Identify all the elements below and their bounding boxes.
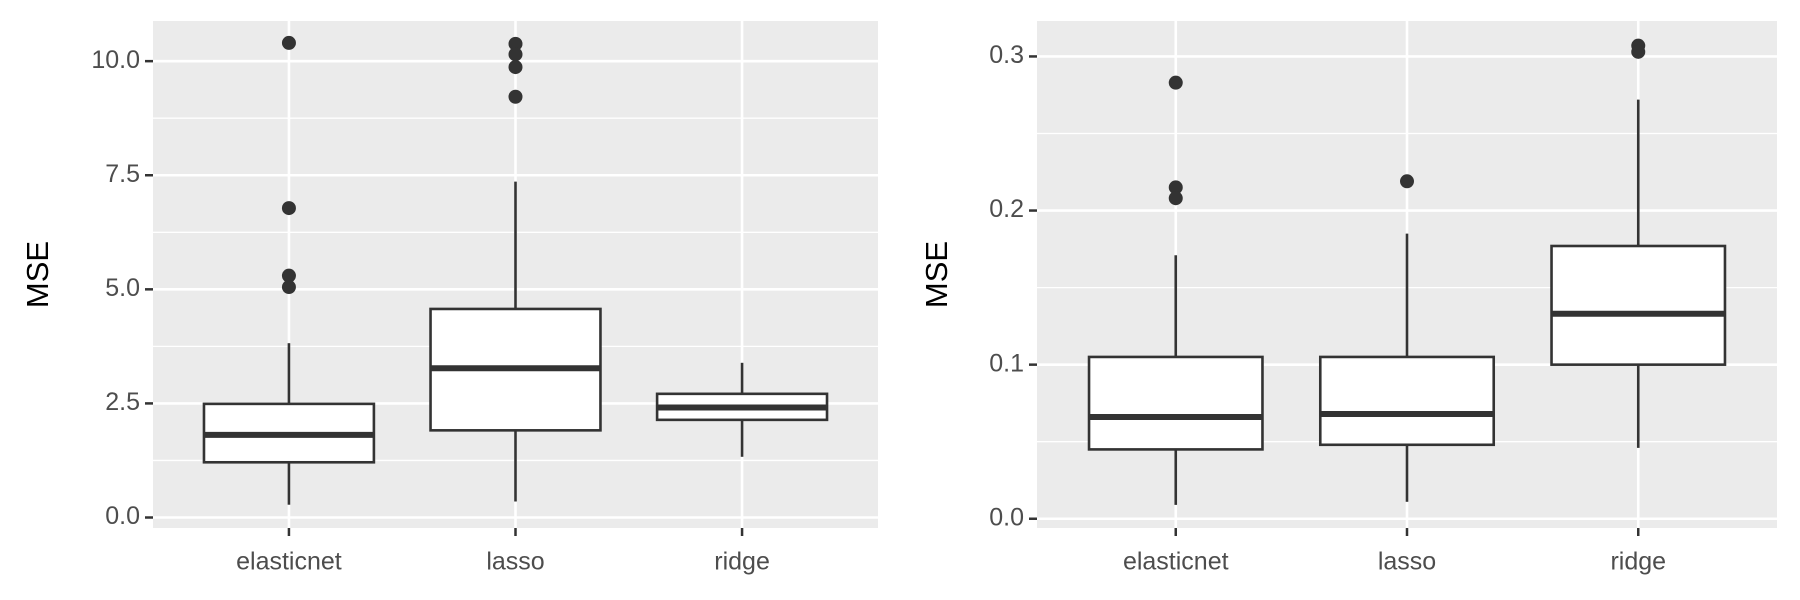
outlier — [281, 201, 296, 216]
outlier — [508, 89, 523, 104]
box — [1087, 355, 1264, 451]
outlier — [1168, 191, 1183, 206]
outlier — [1400, 174, 1414, 189]
outlier — [1168, 180, 1183, 195]
y-tick-label: 0.2 — [989, 195, 1024, 223]
outlier — [281, 35, 296, 50]
x-tick-label: lasso — [1378, 548, 1436, 576]
outlier — [508, 36, 523, 51]
y-tick-label: 0.0 — [989, 503, 1024, 531]
y-tick-label: 5.0 — [105, 274, 140, 302]
outlier — [1631, 44, 1646, 59]
outlier — [281, 280, 296, 295]
x-tick-label: ridge — [714, 548, 770, 576]
x-tick-label: elasticnet — [236, 548, 342, 576]
y-axis-label: MSE — [919, 241, 954, 308]
y-tick-label: 0.3 — [989, 41, 1024, 69]
y-tick-label: 2.5 — [105, 388, 140, 416]
x-tick-label: lasso — [486, 548, 544, 576]
y-tick-label: 0.0 — [105, 502, 140, 530]
y-tick-label: 7.5 — [105, 160, 140, 188]
y-axis-label: MSE — [20, 241, 55, 308]
outlier — [508, 47, 523, 62]
box — [1318, 355, 1496, 447]
outlier — [1168, 75, 1183, 90]
box — [1550, 244, 1727, 366]
x-tick-label: elasticnet — [1123, 548, 1229, 576]
outlier — [508, 60, 523, 75]
outlier — [281, 268, 296, 283]
x-tick-label: ridge — [1610, 548, 1666, 576]
y-tick-label: 10.0 — [91, 46, 140, 74]
y-tick-label: 0.1 — [989, 349, 1024, 377]
